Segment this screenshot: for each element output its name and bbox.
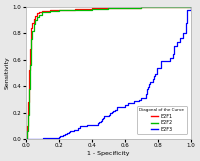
E2F1 [28, 48, 31, 50]
E2F1 [74, 8, 76, 10]
E2F1 [90, 7, 93, 9]
E2F1 [27, 101, 29, 103]
E2F2 [41, 11, 43, 13]
E2F1 [36, 13, 38, 14]
E2F1 [29, 35, 32, 37]
E2F2 [107, 7, 109, 9]
E2F2 [36, 16, 38, 18]
E2F2 [90, 8, 93, 10]
Line: E2F3: E2F3 [26, 7, 191, 139]
E2F2 [173, 6, 175, 8]
E2F1 [157, 6, 159, 8]
Legend: E2F1, E2F2, E2F3: E2F1, E2F2, E2F3 [137, 106, 187, 134]
E2F2 [123, 7, 126, 9]
E2F1 [38, 11, 40, 13]
E2F3 [154, 73, 156, 75]
E2F2 [49, 10, 52, 12]
E2F2 [28, 88, 30, 90]
E2F1 [107, 7, 109, 9]
E2F2 [38, 14, 40, 16]
E2F2 [33, 23, 35, 25]
E2F2 [57, 9, 60, 11]
E2F2 [28, 64, 31, 66]
E2F3 [152, 78, 155, 80]
E2F3 [97, 121, 100, 123]
E2F1 [28, 69, 30, 71]
E2F2 [34, 19, 37, 21]
E2F1 [173, 6, 175, 8]
E2F2 [24, 138, 27, 140]
E2F3 [66, 132, 69, 134]
X-axis label: 1 - Specificity: 1 - Specificity [87, 151, 129, 156]
E2F1 [190, 6, 192, 8]
E2F3 [63, 134, 65, 136]
E2F1 [140, 6, 142, 8]
E2F2 [30, 38, 33, 40]
E2F3 [190, 6, 192, 8]
E2F1 [49, 9, 52, 11]
E2F1 [26, 125, 28, 127]
E2F1 [41, 10, 43, 12]
E2F1 [123, 7, 126, 9]
E2F1 [31, 22, 33, 24]
E2F2 [31, 30, 33, 32]
E2F3 [67, 132, 69, 134]
Y-axis label: Sensitivity: Sensitivity [5, 57, 10, 89]
E2F2 [140, 6, 142, 8]
E2F3 [24, 138, 27, 140]
E2F2 [29, 48, 32, 50]
E2F2 [27, 114, 29, 116]
Line: E2F2: E2F2 [26, 7, 191, 139]
E2F1 [34, 15, 37, 17]
E2F2 [74, 9, 76, 10]
E2F2 [26, 130, 28, 132]
E2F2 [190, 6, 192, 8]
E2F1 [24, 138, 27, 140]
E2F2 [157, 6, 159, 8]
Line: E2F1: E2F1 [26, 7, 191, 139]
E2F1 [30, 27, 33, 29]
E2F1 [57, 9, 60, 10]
E2F1 [33, 18, 35, 20]
